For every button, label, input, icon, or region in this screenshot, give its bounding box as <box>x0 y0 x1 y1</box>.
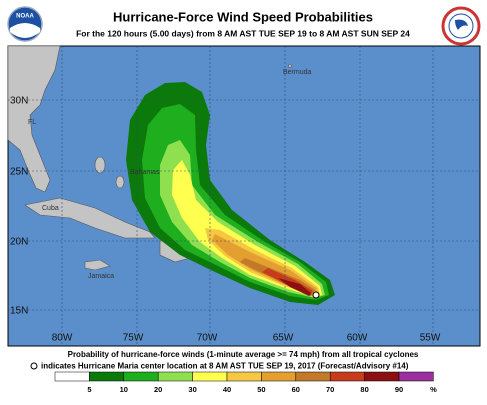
scale-cell <box>226 371 262 382</box>
scale-cell <box>261 371 297 382</box>
lat-label: 20N <box>10 237 28 248</box>
swath-band <box>160 140 325 298</box>
lon-label: 70W <box>197 333 218 344</box>
land <box>288 64 292 68</box>
lon-label: 65W <box>273 333 294 344</box>
lat-label: 15N <box>10 306 28 317</box>
swath-band <box>142 104 329 300</box>
scale-label: 80 <box>360 385 368 394</box>
swath-band <box>172 160 322 297</box>
land <box>7 45 61 193</box>
scale-label: 5 <box>87 385 91 394</box>
scale-label: 20 <box>154 385 162 394</box>
swath-band <box>278 278 311 296</box>
map: 30N 25N 20N 15N 80W 75W 70W 65W 60W 55W … <box>7 45 481 347</box>
scale-label: 60 <box>292 385 300 394</box>
scale-label: 90 <box>395 385 403 394</box>
land <box>24 197 156 239</box>
scale-label: 40 <box>223 385 231 394</box>
ocean <box>7 45 481 347</box>
noaa-logo: NOAA <box>7 6 43 42</box>
storm-center <box>312 291 320 299</box>
land <box>94 156 106 174</box>
nws-logo <box>441 6 481 46</box>
legend-line: Probability of hurricane-force winds (1-… <box>68 350 419 359</box>
place-label: Cuba <box>42 205 59 212</box>
scale-label: 70 <box>326 385 334 394</box>
grid <box>8 46 480 346</box>
place-label: Jamaica <box>88 273 114 280</box>
scale-cell <box>157 371 193 382</box>
lon-label: 75W <box>123 333 144 344</box>
lat-label: 30N <box>10 96 28 107</box>
lat-label: 25N <box>10 167 28 178</box>
subtitle: For the 120 hours (5.00 days) from 8 AM … <box>76 28 410 38</box>
title: Hurricane-Force Wind Speed Probabilities <box>113 9 373 24</box>
scale-cell <box>54 371 90 382</box>
lon-label: 55W <box>420 333 441 344</box>
lon-label: 80W <box>52 333 73 344</box>
scale-cell <box>295 371 331 382</box>
color-scale: 5 10 20 30 40 50 60 70 80 90% <box>54 371 437 394</box>
scale-cell <box>398 371 434 382</box>
place-label: FL <box>28 119 36 126</box>
scale-cell <box>192 371 228 382</box>
scale-label: 10 <box>120 385 128 394</box>
place-label: Bermuda <box>283 69 312 76</box>
lon-label: 60W <box>347 333 368 344</box>
legend-line: indicates Hurricane Maria center locatio… <box>41 362 409 371</box>
scale-cell <box>329 371 365 382</box>
scale-cell <box>89 371 125 382</box>
scale-label: % <box>430 385 437 394</box>
scale-cell <box>123 371 159 382</box>
scale-cell <box>364 371 400 382</box>
place-label: Bahamas <box>130 169 160 176</box>
scale-label: 30 <box>188 385 196 394</box>
storm-center-key <box>30 362 38 370</box>
land <box>115 175 125 189</box>
scale-label: 50 <box>257 385 265 394</box>
land <box>84 259 111 271</box>
logo-text: NOAA <box>16 14 34 20</box>
probability-swath <box>126 82 335 305</box>
